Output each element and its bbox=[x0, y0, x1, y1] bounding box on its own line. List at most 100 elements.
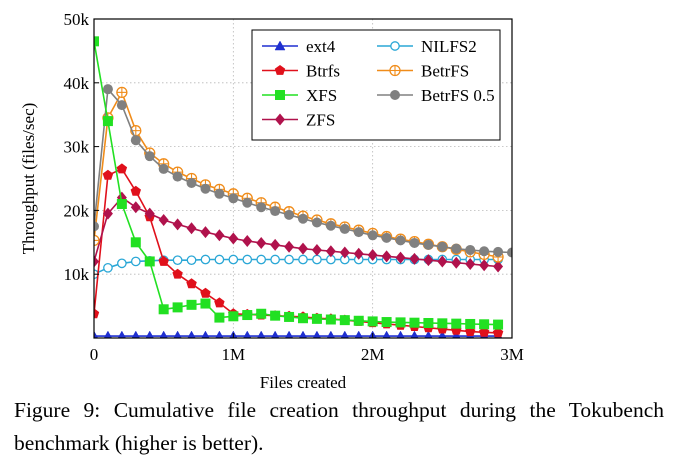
data-point-zfs bbox=[465, 257, 476, 270]
data-point-nilfs2 bbox=[298, 254, 308, 265]
data-point-nilfs2 bbox=[242, 254, 253, 265]
data-point-xfs bbox=[186, 299, 197, 310]
data-point-betrfs-0-5 bbox=[158, 163, 169, 174]
x-axis-label: Files created bbox=[260, 373, 347, 390]
data-point-btrfs bbox=[102, 169, 114, 180]
data-point-ext4 bbox=[215, 330, 224, 338]
series-betrfs-0-5 bbox=[94, 84, 512, 258]
data-point-zfs bbox=[479, 259, 490, 272]
data-point-btrfs bbox=[116, 163, 128, 174]
data-point-betrfs-0-5 bbox=[102, 84, 113, 95]
legend-box bbox=[251, 29, 501, 141]
data-point-betrfs-0-5 bbox=[451, 243, 462, 254]
data-point-nilfs2 bbox=[172, 255, 183, 266]
data-point-zfs bbox=[228, 232, 239, 245]
data-point-betrfs-0-5 bbox=[144, 151, 155, 162]
data-point-xfs bbox=[102, 116, 113, 127]
legend-entry-xfs: XFS bbox=[262, 86, 337, 105]
data-point-ext4 bbox=[117, 330, 126, 338]
data-point-betrfs-0-5 bbox=[172, 171, 183, 182]
data-point-betrfs bbox=[94, 234, 100, 247]
data-point-btrfs bbox=[214, 297, 225, 308]
data-point-betrfs-0-5 bbox=[507, 247, 512, 258]
figure-caption: Figure 9: Cumulative file creation throu… bbox=[14, 398, 664, 455]
legend-marker-ext4 bbox=[274, 40, 286, 51]
data-point-betrfs-0-5 bbox=[479, 246, 490, 257]
data-point-xfs bbox=[256, 308, 267, 319]
data-point-ext4 bbox=[187, 330, 196, 338]
data-point-betrfs-0-5 bbox=[256, 202, 267, 213]
data-point-betrfs-0-5 bbox=[339, 223, 350, 234]
data-point-xfs bbox=[270, 310, 281, 321]
data-point-betrfs-0-5 bbox=[242, 197, 253, 208]
data-point-nilfs2 bbox=[214, 254, 225, 265]
data-point-zfs bbox=[298, 242, 308, 255]
x-tick-label: 3M bbox=[500, 345, 524, 364]
data-point-ext4 bbox=[424, 330, 433, 338]
y-tick-label: 10k bbox=[64, 265, 90, 284]
data-point-btrfs bbox=[130, 185, 141, 196]
data-point-zfs bbox=[242, 235, 253, 248]
legend-entry-btrfs: Btrfs bbox=[262, 62, 340, 81]
data-point-ext4 bbox=[201, 330, 210, 338]
y-tick-label: 20k bbox=[64, 201, 90, 220]
data-point-xfs bbox=[325, 314, 336, 325]
data-point-zfs bbox=[339, 246, 350, 259]
legend-label: XFS bbox=[306, 86, 337, 105]
data-point-ext4 bbox=[257, 330, 266, 338]
data-point-zfs bbox=[311, 243, 322, 256]
series-layer bbox=[94, 36, 512, 338]
data-point-nilfs2 bbox=[103, 262, 113, 273]
legend-entry-betrfs-0-5: BetrFS 0.5 bbox=[377, 86, 495, 105]
data-point-xfs bbox=[423, 318, 434, 329]
ticks: 10k 20k 30k 40k 50k 0 1M 2M 3M bbox=[64, 10, 524, 364]
data-point-betrfs-0-5 bbox=[437, 241, 448, 252]
throughput-chart: 10k 20k 30k 40k 50k 0 1M 2M 3M Files created Thr… bbox=[19, 10, 524, 390]
legend-label: Btrfs bbox=[306, 62, 340, 81]
data-point-zfs bbox=[493, 260, 504, 273]
data-point-betrfs-0-5 bbox=[186, 177, 197, 188]
legend-label: BetrFS 0.5 bbox=[421, 86, 495, 105]
data-point-ext4 bbox=[326, 330, 335, 338]
data-point-xfs bbox=[200, 298, 211, 309]
data-point-xfs bbox=[94, 36, 99, 47]
data-point-nilfs2 bbox=[256, 254, 267, 265]
data-point-ext4 bbox=[94, 330, 99, 338]
data-point-ext4 bbox=[438, 330, 447, 338]
data-point-xfs bbox=[311, 313, 322, 324]
data-point-ext4 bbox=[410, 330, 419, 338]
series-ext4 bbox=[94, 330, 503, 338]
legend-marker-betrfs bbox=[389, 64, 401, 77]
data-point-xfs bbox=[437, 318, 448, 329]
data-point-betrfs-0-5 bbox=[200, 183, 211, 194]
data-point-zfs bbox=[102, 207, 113, 220]
data-point-betrfs-0-5 bbox=[325, 220, 336, 231]
data-point-betrfs-0-5 bbox=[130, 135, 141, 146]
data-point-betrfs-0-5 bbox=[228, 193, 239, 204]
y-tick-label: 30k bbox=[64, 138, 90, 157]
data-point-betrfs-0-5 bbox=[353, 227, 364, 238]
legend-entry-ext4: ext4 bbox=[262, 37, 336, 56]
data-point-nilfs2 bbox=[228, 254, 239, 265]
data-point-btrfs bbox=[200, 287, 211, 298]
data-point-xfs bbox=[409, 317, 420, 328]
data-point-betrfs-0-5 bbox=[423, 239, 434, 250]
legend-marker-betrfs-0-5 bbox=[390, 90, 400, 100]
legend-marker-xfs bbox=[275, 90, 285, 100]
data-point-ext4 bbox=[243, 330, 252, 338]
legend-marker-nilfs2 bbox=[390, 41, 400, 51]
data-point-zfs bbox=[381, 250, 392, 263]
data-point-zfs bbox=[186, 222, 197, 235]
series-zfs bbox=[94, 191, 504, 273]
data-point-betrfs-0-5 bbox=[311, 217, 322, 228]
data-point-btrfs bbox=[186, 278, 197, 289]
legend-label: BetrFS bbox=[421, 62, 469, 81]
data-point-ext4 bbox=[145, 330, 154, 338]
data-point-ext4 bbox=[340, 330, 349, 338]
data-point-xfs bbox=[339, 315, 350, 326]
legend-entry-zfs: ZFS bbox=[262, 111, 335, 130]
data-point-betrfs-0-5 bbox=[284, 209, 295, 220]
data-point-btrfs bbox=[94, 308, 100, 319]
data-point-nilfs2 bbox=[270, 254, 280, 265]
data-point-ext4 bbox=[312, 330, 322, 338]
